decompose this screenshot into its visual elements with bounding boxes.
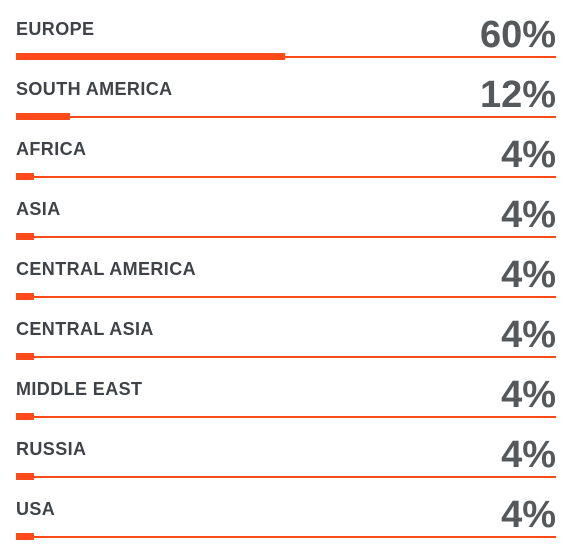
value-label: 4% xyxy=(501,434,556,476)
bar-track xyxy=(16,56,556,58)
category-label: AFRICA xyxy=(16,139,87,159)
value-label: 4% xyxy=(501,254,556,296)
chart-row-7: RUSSIA 4% xyxy=(16,422,556,480)
bar xyxy=(16,173,34,180)
chart-row-1: SOUTH AMERICA 12% xyxy=(16,62,556,120)
bar-track xyxy=(16,356,556,358)
chart-row-0: EUROPE 60% xyxy=(16,2,556,60)
category-label: EUROPE xyxy=(16,19,95,39)
value-label: 4% xyxy=(501,194,556,236)
bar-track xyxy=(16,236,556,238)
chart-row-6: MIDDLE EAST 4% xyxy=(16,362,556,420)
bar-track xyxy=(16,296,556,298)
bar-track xyxy=(16,476,556,478)
bar-track xyxy=(16,116,556,118)
bar xyxy=(16,53,285,60)
value-label: 4% xyxy=(501,314,556,356)
category-label: RUSSIA xyxy=(16,439,87,459)
chart-row-5: CENTRAL ASIA 4% xyxy=(16,302,556,360)
bar-track xyxy=(16,176,556,178)
chart-row-8: USA 4% xyxy=(16,482,556,540)
bar xyxy=(16,113,70,120)
chart-row-4: CENTRAL AMERICA 4% xyxy=(16,242,556,300)
bar-track xyxy=(16,416,556,418)
bar-track xyxy=(16,536,556,538)
value-label: 4% xyxy=(501,134,556,176)
bar xyxy=(16,233,34,240)
category-label: CENTRAL AMERICA xyxy=(16,259,196,279)
value-label: 4% xyxy=(501,374,556,416)
category-label: ASIA xyxy=(16,199,61,219)
value-label: 60% xyxy=(479,14,556,56)
category-label: SOUTH AMERICA xyxy=(16,79,173,99)
value-label: 4% xyxy=(501,494,556,536)
chart-row-2: AFRICA 4% xyxy=(16,122,556,180)
value-label: 12% xyxy=(479,74,556,116)
bar xyxy=(16,293,34,300)
bar xyxy=(16,473,34,480)
chart-row-3: ASIA 4% xyxy=(16,182,556,240)
bar xyxy=(16,413,34,420)
category-label: CENTRAL ASIA xyxy=(16,319,154,339)
bar xyxy=(16,533,34,540)
bar xyxy=(16,353,34,360)
category-label: MIDDLE EAST xyxy=(16,379,143,399)
category-label: USA xyxy=(16,499,56,519)
